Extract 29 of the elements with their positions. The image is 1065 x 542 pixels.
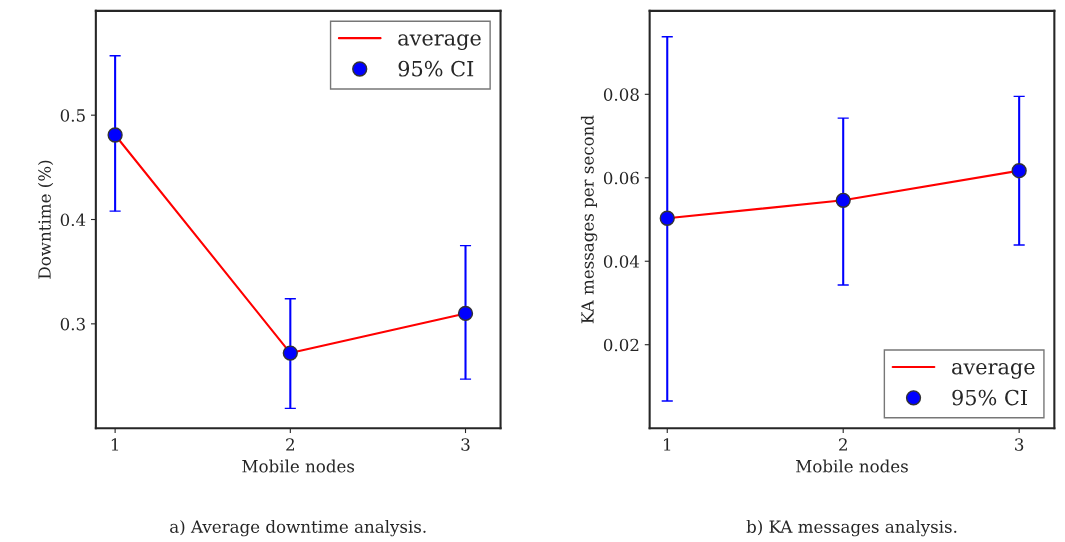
x-tick-label: 1 xyxy=(111,438,119,451)
text: b) KA messages analysis. xyxy=(746,519,957,537)
x-tick-label: 2 xyxy=(839,438,847,451)
point xyxy=(107,127,123,143)
y-tick-label: 0.08 xyxy=(603,88,639,101)
x-tick-label: 1 xyxy=(663,438,671,451)
legend-label: average xyxy=(398,34,481,51)
point xyxy=(659,210,675,226)
point xyxy=(282,345,298,361)
y-tick-label: 0.3 xyxy=(60,317,85,331)
legend-label: 95% CI xyxy=(952,389,1027,406)
point xyxy=(1011,163,1027,179)
y-axis-title: KA messages per second xyxy=(580,115,598,324)
y-tick-label: 0.4 xyxy=(60,213,86,227)
point xyxy=(835,192,851,208)
x-axis-title: Mobile nodes xyxy=(796,459,908,473)
point xyxy=(457,305,474,322)
x-tick-label: 3 xyxy=(1015,438,1024,451)
legend-label: average xyxy=(952,363,1035,379)
y-tick-label: 0.5 xyxy=(60,109,85,122)
y-axis-title: Downtime (%) xyxy=(37,160,54,279)
y-tick-label: 0.04 xyxy=(603,255,640,268)
x-tick-label: 3 xyxy=(461,438,470,451)
y-tick-label: 0.02 xyxy=(603,338,639,352)
legend-label: 95% CI xyxy=(398,60,474,77)
text: a) Average downtime analysis. xyxy=(170,519,426,537)
x-tick-label: 2 xyxy=(286,438,294,451)
x-axis-title: Mobile nodes xyxy=(242,459,355,473)
y-tick-label: 0.06 xyxy=(603,171,639,185)
